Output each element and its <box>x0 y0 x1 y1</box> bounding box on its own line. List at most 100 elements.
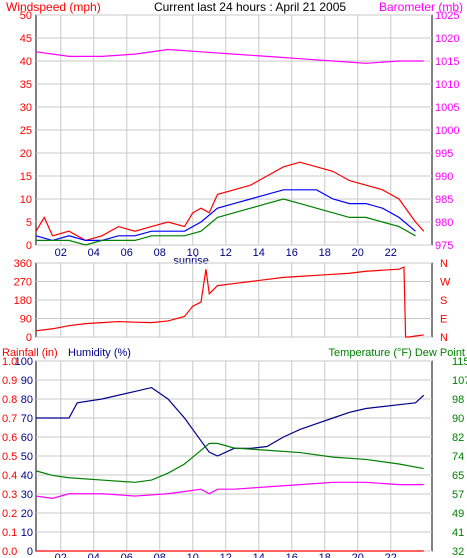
x-tick-label: 04 <box>88 247 100 259</box>
wind-tick-label: 25 <box>20 125 32 137</box>
humidity-tick-label: 60 <box>21 432 33 444</box>
humidity-tick-label: 70 <box>21 413 33 425</box>
sunrise-label: sunrise <box>173 255 208 267</box>
series-windspeed-mph- <box>35 161 425 242</box>
rainfall-tick-label: 0.1 <box>2 527 17 539</box>
barometer-tick-label: 975 <box>435 240 453 252</box>
barometer-tick-label: 1015 <box>435 56 459 68</box>
humidity-tick-label: 90 <box>21 375 33 387</box>
series-temperature-f- <box>35 442 424 483</box>
series-wind-green <box>36 198 416 246</box>
rainfall-tick-label: 0.8 <box>2 394 17 406</box>
x-tick-label: 12 <box>220 552 232 558</box>
temperature-tick-label: 107 <box>452 375 467 387</box>
x-tick-label: 06 <box>121 247 133 259</box>
x-tick-label: 16 <box>286 552 298 558</box>
rainfall-tick-label: 0.9 <box>2 375 17 387</box>
compass-tick-label: N <box>440 258 448 270</box>
humidity-tick-label: 50 <box>21 451 33 463</box>
wind-tick-label: 40 <box>20 56 32 68</box>
rainfall-tick-label: 0.6 <box>2 432 17 444</box>
x-tick-label: 02 <box>55 552 67 558</box>
humidity-tick-label: 30 <box>21 489 33 501</box>
x-tick-label: 14 <box>253 247 265 259</box>
barometer-tick-label: 1020 <box>435 33 459 45</box>
x-tick-label: 22 <box>385 247 397 259</box>
x-tick-label: 20 <box>352 247 364 259</box>
direction-tick-label: 270 <box>14 277 32 289</box>
direction-tick-label: 90 <box>20 314 32 326</box>
x-tick-label: 20 <box>352 552 364 558</box>
rainfall-tick-label: 0.0 <box>2 546 17 558</box>
wind-tick-label: 5 <box>26 217 32 229</box>
wind-tick-label: 20 <box>20 148 32 160</box>
temperature-tick-label: 74 <box>452 451 464 463</box>
wind-tick-label: 15 <box>20 171 32 183</box>
rainfall-tick-label: 0.5 <box>2 451 17 463</box>
rainfall-tick-label: 0.4 <box>2 470 17 482</box>
temperature-tick-label: 49 <box>452 508 464 520</box>
barometer-tick-label: 1000 <box>435 125 459 137</box>
humidity-tick-label: 100 <box>15 356 33 368</box>
temperature-tick-label: 32 <box>452 546 464 558</box>
x-tick-label: 08 <box>154 247 166 259</box>
x-tick-label: 04 <box>88 552 100 558</box>
wind-axis-title: Windspeed (mph) <box>6 0 101 14</box>
barometer-tick-label: 995 <box>435 148 453 160</box>
wind-tick-label: 10 <box>20 194 32 206</box>
barometer-tick-label: 1010 <box>435 79 459 91</box>
rainfall-axis-title: Rainfall (in) <box>2 347 58 359</box>
humidity-tick-label: 0 <box>27 546 33 558</box>
wind-tick-label: 0 <box>26 240 32 252</box>
x-tick-label: 08 <box>154 552 166 558</box>
barometer-tick-label: 1025 <box>435 10 459 22</box>
series-barometer-mb- <box>35 48 424 64</box>
temperature-tick-label: 82 <box>452 432 464 444</box>
temperature-tick-label: 65 <box>452 470 464 482</box>
wind-tick-label: 35 <box>20 79 32 91</box>
x-tick-label: 12 <box>220 247 232 259</box>
temperature-tick-label: 90 <box>452 413 464 425</box>
humidity-tick-label: 40 <box>21 470 33 482</box>
wind-tick-label: 45 <box>20 33 32 45</box>
rainfall-tick-label: 0.7 <box>2 413 17 425</box>
temperature-tick-label: 41 <box>452 527 464 539</box>
rainfall-tick-label: 1.0 <box>2 356 17 368</box>
wind-tick-label: 50 <box>20 10 32 22</box>
x-tick-label: 18 <box>319 552 331 558</box>
barometer-tick-label: 1005 <box>435 102 459 114</box>
compass-tick-label: S <box>440 295 447 307</box>
x-tick-label: 22 <box>385 552 397 558</box>
compass-tick-label: W <box>440 277 451 289</box>
rainfall-tick-label: 0.3 <box>2 489 17 501</box>
direction-tick-label: 0 <box>26 332 32 344</box>
barometer-tick-label: 990 <box>435 171 453 183</box>
barometer-tick-label: 985 <box>435 194 453 206</box>
x-tick-label: 16 <box>286 247 298 259</box>
wind-tick-label: 30 <box>20 102 32 114</box>
compass-tick-label: E <box>440 314 447 326</box>
barometer-tick-label: 980 <box>435 217 453 229</box>
x-tick-label: 18 <box>319 247 331 259</box>
x-tick-label: 06 <box>121 552 133 558</box>
compass-tick-label: N <box>440 332 448 344</box>
humidity-axis-title: Humidity (%) <box>68 347 131 359</box>
series-wind-direction <box>35 266 424 338</box>
x-tick-label: 10 <box>187 247 199 259</box>
temperature-tick-label: 98 <box>452 394 464 406</box>
temperature-axis-title: Temperature (°F) Dew Point <box>329 347 465 359</box>
temperature-tick-label: 57 <box>452 489 464 501</box>
rainfall-tick-label: 0.2 <box>2 508 17 520</box>
humidity-tick-label: 80 <box>21 394 33 406</box>
direction-tick-label: 360 <box>14 258 32 270</box>
series-gust-blue <box>35 189 416 242</box>
temperature-tick-label: 115 <box>452 356 467 368</box>
x-tick-label: 10 <box>187 552 199 558</box>
series-dew-point <box>35 481 424 499</box>
humidity-tick-label: 10 <box>21 527 33 539</box>
direction-tick-label: 180 <box>14 295 32 307</box>
chart-main-title: Current last 24 hours : April 21 2005 <box>153 0 347 14</box>
x-tick-label: 14 <box>253 552 265 558</box>
